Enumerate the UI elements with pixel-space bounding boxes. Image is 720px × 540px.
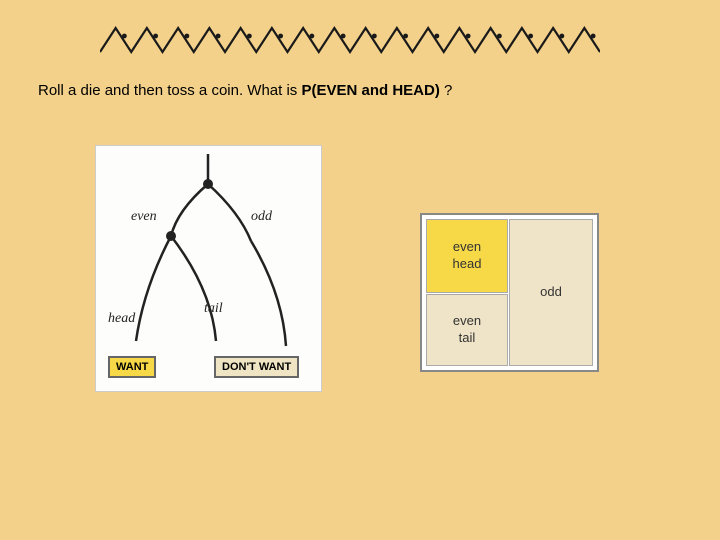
question-suffix: ? <box>440 82 453 99</box>
cell-odd: odd <box>509 219 593 366</box>
question-bold: P(EVEN and HEAD) <box>301 82 439 99</box>
area-diagram: even head even tail odd <box>420 213 599 372</box>
dont-want-box: DON'T WANT <box>214 356 299 378</box>
cell-even-tail: even tail <box>426 294 508 366</box>
label-odd: odd <box>251 209 272 225</box>
label-even: even <box>131 209 157 225</box>
question-prefix: Roll a die and then toss a coin. What is <box>38 82 301 99</box>
label-tail: tail <box>204 301 223 317</box>
cell-even-head: even head <box>426 219 508 293</box>
question-text: Roll a die and then toss a coin. What is… <box>38 82 452 99</box>
tree-diagram: even odd head tail WANT DON'T WANT <box>95 145 322 392</box>
want-box: WANT <box>108 356 156 378</box>
decorative-border <box>100 20 600 60</box>
label-head: head <box>108 311 135 327</box>
